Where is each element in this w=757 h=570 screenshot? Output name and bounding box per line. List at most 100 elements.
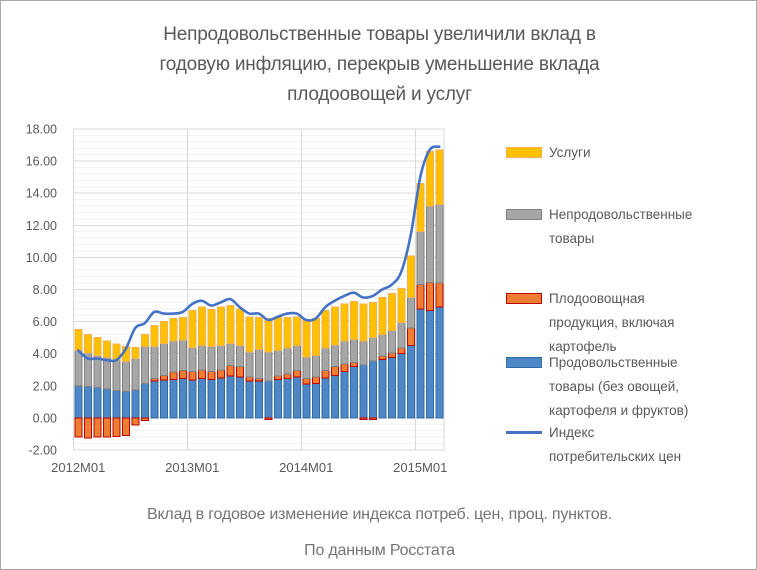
bar-segment-fruitveg (435, 282, 444, 308)
bar-segment-fruitveg (283, 373, 292, 380)
bar-segment-food (112, 390, 121, 419)
bar-segment-fruitveg (387, 352, 396, 359)
bar-segment-nonfood (340, 340, 349, 365)
chart-title-line1: Непродовольственные товары увеличили вкл… (163, 24, 596, 45)
bar-segment-food (254, 380, 263, 419)
bar-segment-fruitveg (397, 347, 406, 355)
bar-segment-nonfood (112, 359, 121, 392)
bar-segment-food (425, 309, 434, 419)
bar-segment-food (302, 383, 311, 419)
bar-segment-fruitveg (321, 370, 330, 379)
bar-segment-services (131, 346, 140, 360)
bar-segment-fruitveg (207, 370, 216, 380)
bar-segment-food (150, 380, 159, 419)
y-tick-label: 12.00 (26, 219, 57, 233)
bar-segment-fruitveg (93, 417, 102, 438)
bar-segment-food (378, 358, 387, 419)
bar-segment-food (283, 378, 292, 419)
x-tick-label: 2014M01 (279, 460, 333, 475)
bar-segment-nonfood (425, 205, 434, 283)
y-tick-label: -2.00 (29, 444, 58, 458)
bar-segment-services (150, 325, 159, 347)
bar-segment-nonfood (302, 356, 311, 380)
bar-segment-services (340, 303, 349, 342)
bar-segment-services (273, 316, 282, 351)
bar-segment-services (397, 288, 406, 323)
bar-segment-services (140, 333, 149, 347)
bar-segment-food (245, 380, 254, 419)
bar-segment-fruitveg (406, 327, 415, 347)
bar-segment-services (74, 329, 83, 351)
y-tick-label: 16.00 (26, 155, 57, 169)
bar-segment-nonfood (387, 329, 396, 354)
bar-segment-nonfood (397, 321, 406, 349)
bar-segment-food (435, 306, 444, 419)
bar-segment-services (159, 321, 168, 344)
bar-segment-nonfood (245, 351, 254, 378)
bar-segment-food (321, 377, 330, 419)
bar-segment-services (435, 149, 444, 205)
bar-segment-nonfood (273, 349, 282, 377)
bar-segment-fruitveg (302, 378, 311, 385)
bar-segment-fruitveg (330, 366, 339, 376)
bar-segment-nonfood (235, 345, 244, 368)
bar-segment-food (93, 386, 102, 419)
bar-segment-fruitveg (416, 284, 425, 310)
bar-segment-nonfood (292, 345, 301, 372)
bar-segment-services (264, 317, 273, 353)
y-tick-label: 8.00 (33, 283, 57, 297)
bar-segment-fruitveg (102, 417, 111, 438)
bar-segment-services (425, 150, 434, 207)
y-tick-label: 0.00 (33, 411, 57, 425)
bar-segment-services (226, 305, 235, 344)
bar-segment-food (387, 357, 396, 419)
bar-segment-nonfood (330, 344, 339, 368)
bar-segment-fruitveg (169, 371, 178, 380)
bar-segment-fruitveg (74, 417, 83, 438)
bar-segment-food (188, 379, 197, 419)
bar-segment-nonfood (74, 349, 83, 387)
bar-segment-nonfood (159, 342, 168, 376)
bar-segment-food (169, 378, 178, 419)
bar-segment-fruitveg (359, 417, 368, 421)
bar-segment-nonfood (378, 333, 387, 357)
bar-segment-fruitveg (131, 417, 140, 426)
bar-segment-nonfood (140, 345, 149, 384)
chart-title-line3: плодоовощей и услуг (287, 84, 472, 105)
bar-segment-fruitveg (340, 363, 349, 372)
bar-segment-services (359, 303, 368, 342)
bar-segment-services (102, 340, 111, 359)
bar-segment-nonfood (406, 297, 415, 329)
bar-segment-services (406, 255, 415, 299)
bar-segment-fruitveg (159, 374, 168, 381)
bar-segment-fruitveg (216, 369, 225, 379)
bar-segment-nonfood (311, 354, 320, 378)
bar-segment-nonfood (150, 345, 159, 380)
bar-segment-nonfood (207, 345, 216, 372)
bar-segment-food (121, 390, 130, 419)
bar-segment-services (378, 297, 387, 335)
bar-segment-services (178, 317, 187, 341)
bar-segment-fruitveg (112, 417, 121, 437)
y-tick-label: 2.00 (33, 379, 57, 393)
bar-segment-services (387, 293, 396, 331)
bar-segment-fruitveg (235, 366, 244, 378)
bar-segment-nonfood (178, 339, 187, 372)
x-tick-label: 2015M01 (393, 460, 447, 475)
bar-segment-food (102, 388, 111, 419)
bar-segment-food (83, 386, 92, 419)
bar-segment-food (207, 378, 216, 419)
bar-segment-food (359, 364, 368, 419)
bar-segment-nonfood (121, 361, 130, 392)
bar-segment-food (235, 376, 244, 419)
x-tick-label: 2012M01 (51, 460, 105, 475)
bar-segment-nonfood (188, 346, 197, 372)
bar-segment-services (197, 306, 206, 347)
bar-segment-nonfood (283, 347, 292, 375)
bar-segment-food (140, 382, 149, 419)
bar-segment-services (321, 309, 330, 349)
bar-segment-services (311, 317, 320, 356)
bar-segment-fruitveg (226, 365, 235, 377)
bar-segment-services (349, 301, 358, 340)
bar-segment-food (406, 345, 415, 419)
